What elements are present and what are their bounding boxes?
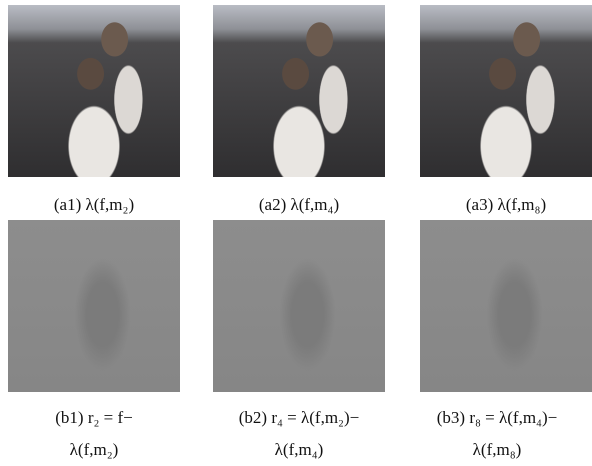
caption-line: (b1) r₂ = f− bbox=[0, 402, 199, 434]
caption-line: λ(f,m₂) bbox=[0, 434, 199, 466]
caption: (b2) r₄ = λ(f,m₂)−λ(f,m₄) bbox=[194, 402, 404, 466]
image bbox=[420, 5, 592, 177]
caption-line: (a3) λ(f,m₈) bbox=[401, 189, 592, 221]
caption: (a1) λ(f,m₂) bbox=[0, 189, 199, 221]
figure: (a1) λ(f,m₂) (a2) λ(f,m₄) (a3) λ(f,m₈) (… bbox=[0, 0, 592, 466]
image bbox=[8, 220, 180, 392]
caption-line: (a2) λ(f,m₄) bbox=[194, 189, 404, 221]
caption-line: λ(f,m₄) bbox=[194, 434, 404, 466]
caption: (a3) λ(f,m₈) bbox=[401, 189, 592, 221]
caption: (b1) r₂ = f−λ(f,m₂) bbox=[0, 402, 199, 466]
image bbox=[213, 5, 385, 177]
caption-line: λ(f,m₈) bbox=[392, 434, 592, 466]
caption-line: (b3) r₈ = λ(f,m₄)− bbox=[392, 402, 592, 434]
image bbox=[213, 220, 385, 392]
caption-line: (b2) r₄ = λ(f,m₂)− bbox=[194, 402, 404, 434]
image bbox=[8, 5, 180, 177]
image bbox=[420, 220, 592, 392]
caption: (b3) r₈ = λ(f,m₄)−λ(f,m₈) bbox=[392, 402, 592, 466]
caption-line: (a1) λ(f,m₂) bbox=[0, 189, 199, 221]
caption: (a2) λ(f,m₄) bbox=[194, 189, 404, 221]
